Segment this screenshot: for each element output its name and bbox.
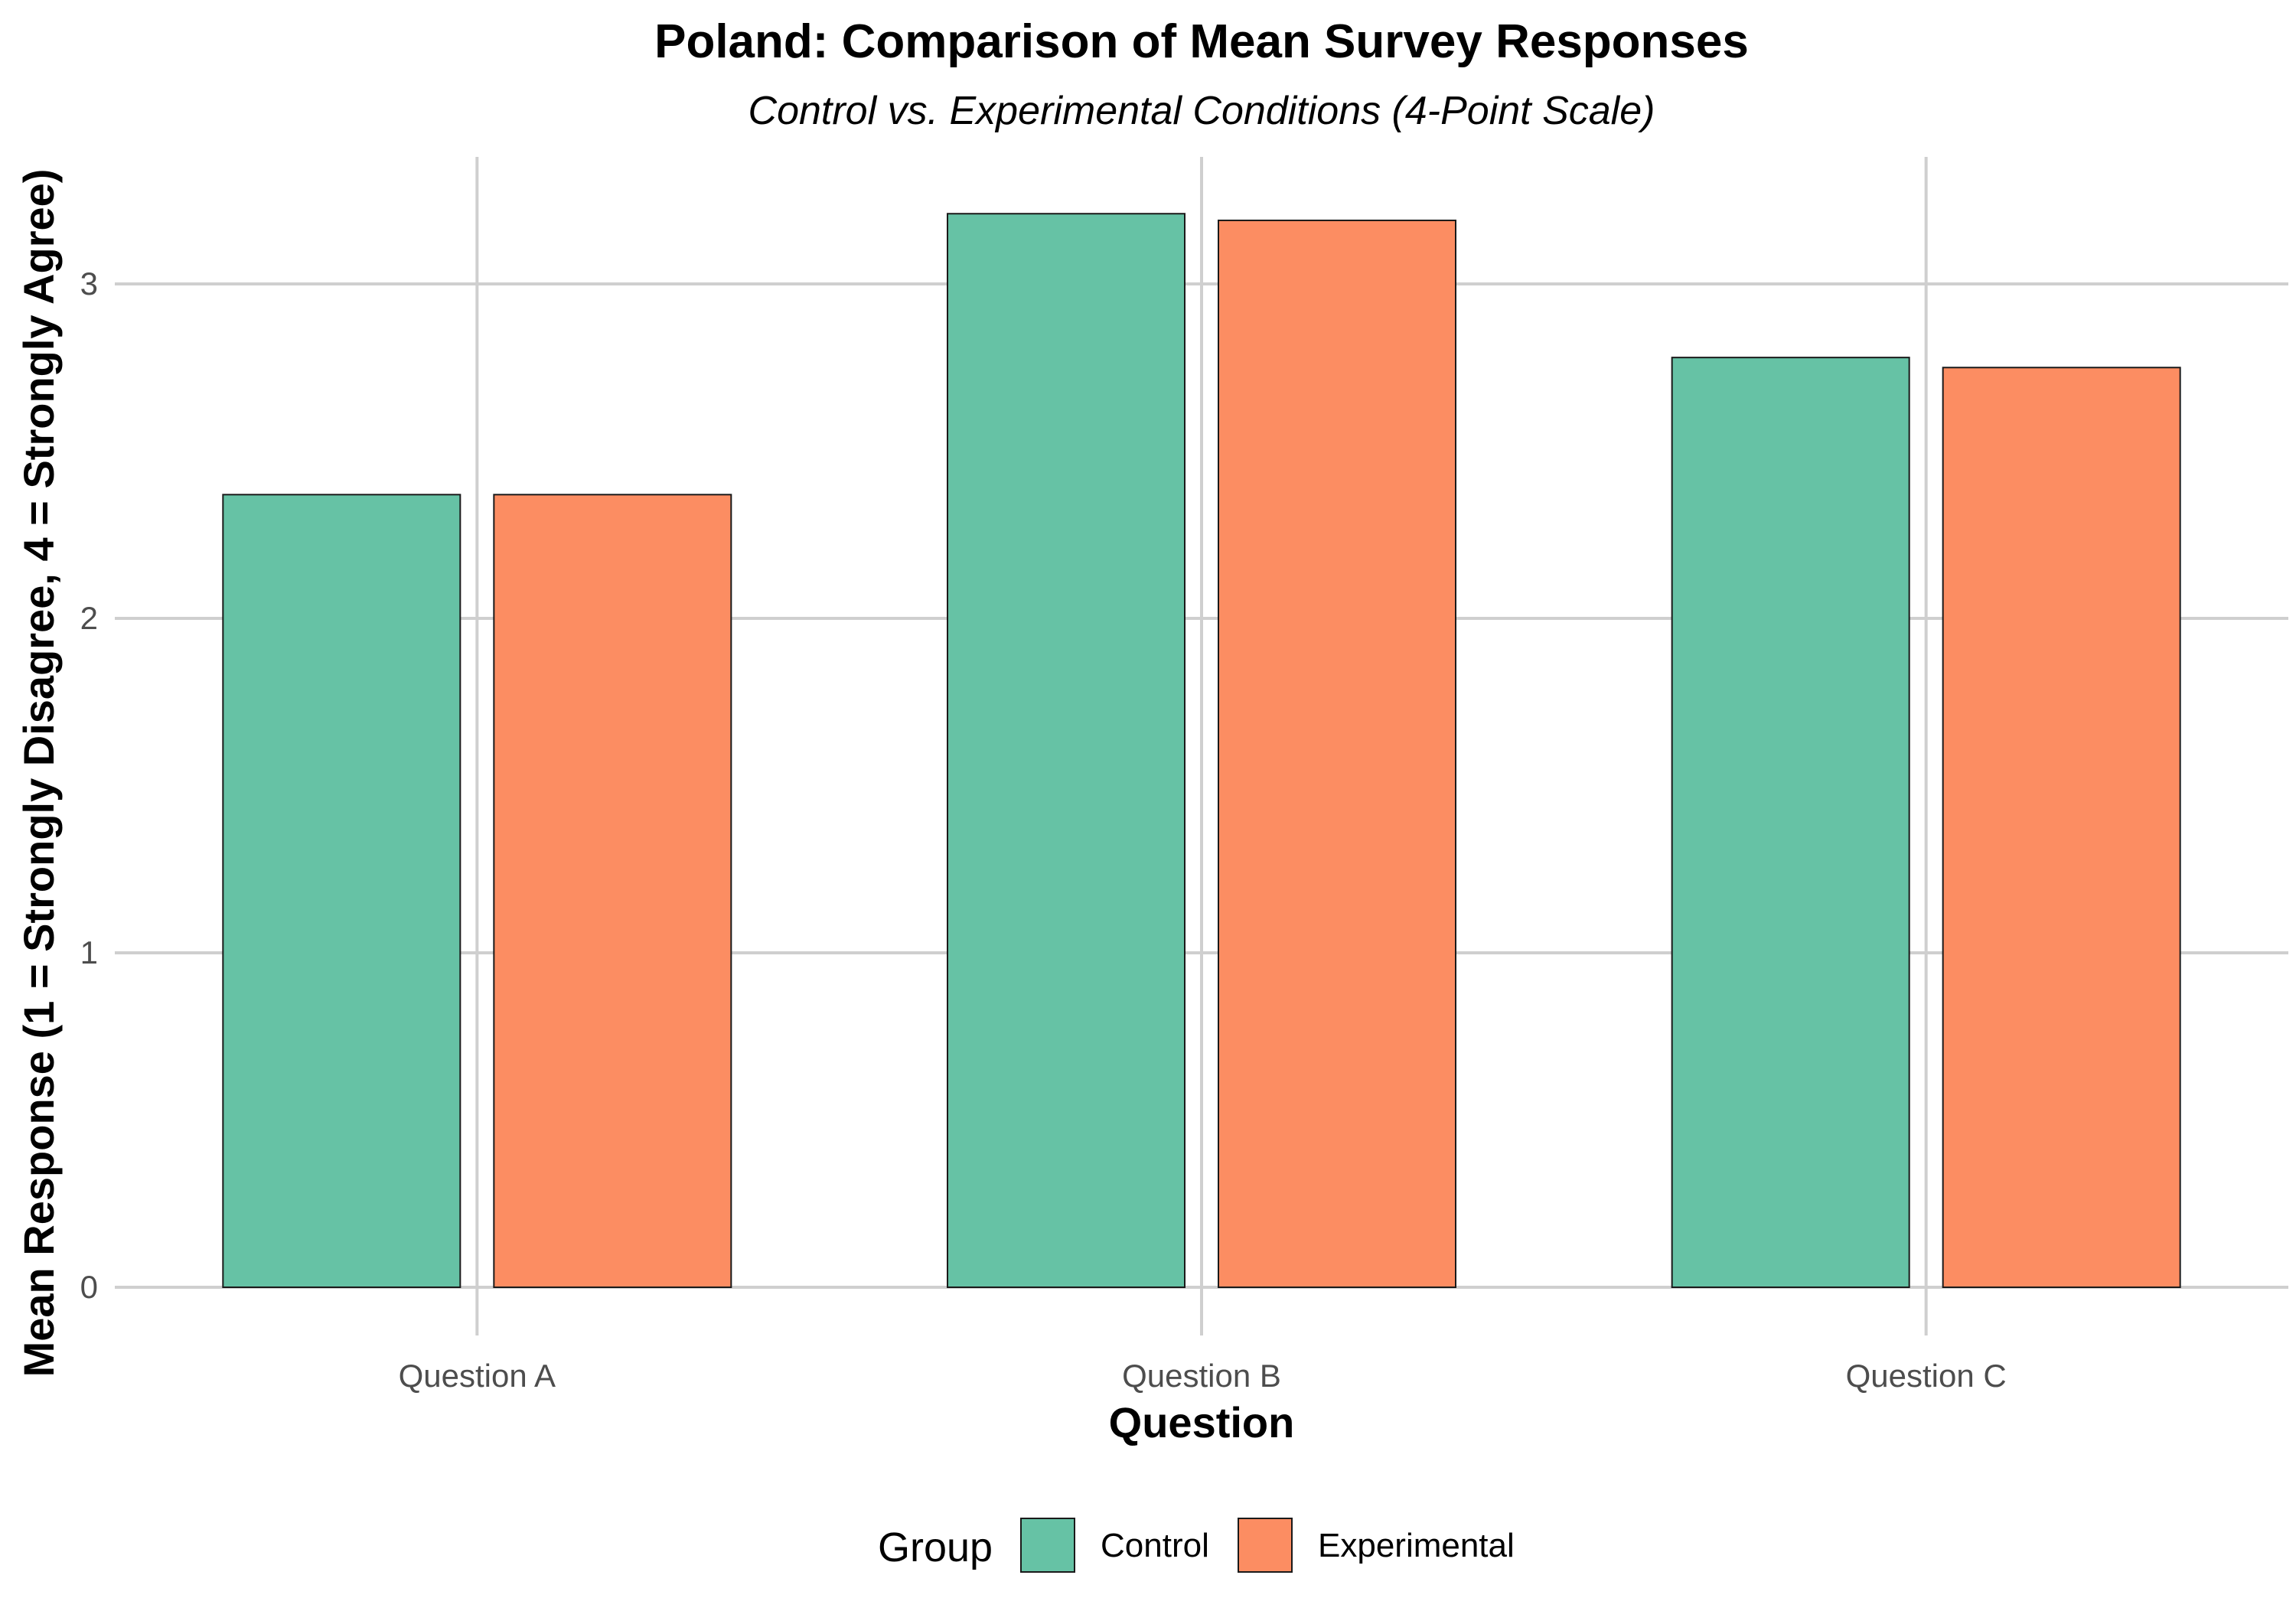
y-tick-label: 0 xyxy=(80,1269,98,1305)
x-tick-label: Question A xyxy=(399,1358,556,1394)
bars xyxy=(222,213,2181,1289)
y-axis-ticks: 0 1 2 3 xyxy=(80,266,98,1305)
legend-label-experimental: Experimental xyxy=(1318,1527,1515,1564)
chart-title: Poland: Comparison of Mean Survey Respon… xyxy=(654,15,1749,68)
y-tick-label: 2 xyxy=(80,600,98,636)
legend-title: Group xyxy=(878,1525,993,1570)
legend-key-control xyxy=(1020,1518,1075,1573)
gridlines xyxy=(115,157,2288,1335)
bar-experimental-1 xyxy=(493,494,732,1288)
bar-control-3 xyxy=(1671,357,1910,1288)
legend-key-experimental xyxy=(1238,1518,1293,1573)
y-axis-title: Mean Response (1 = Strongly Disagree, 4 … xyxy=(15,169,63,1378)
x-axis-ticks: Question A Question B Question C xyxy=(399,1358,2007,1394)
bar-experimental-3 xyxy=(1942,367,2181,1288)
legend-label-control: Control xyxy=(1101,1527,1209,1564)
bar-control-1 xyxy=(222,494,461,1288)
x-tick-label: Question C xyxy=(1846,1358,2007,1394)
bar-experimental-2 xyxy=(1218,219,1456,1289)
y-tick-label: 1 xyxy=(80,934,98,970)
y-tick-label: 3 xyxy=(80,266,98,302)
bar-control-2 xyxy=(947,213,1186,1289)
legend: Group Control Experimental xyxy=(878,1518,1515,1573)
x-tick-label: Question B xyxy=(1122,1358,1281,1394)
chart-subtitle: Control vs. Experimental Conditions (4-P… xyxy=(748,89,1655,133)
x-axis-title: Question xyxy=(1109,1398,1295,1446)
